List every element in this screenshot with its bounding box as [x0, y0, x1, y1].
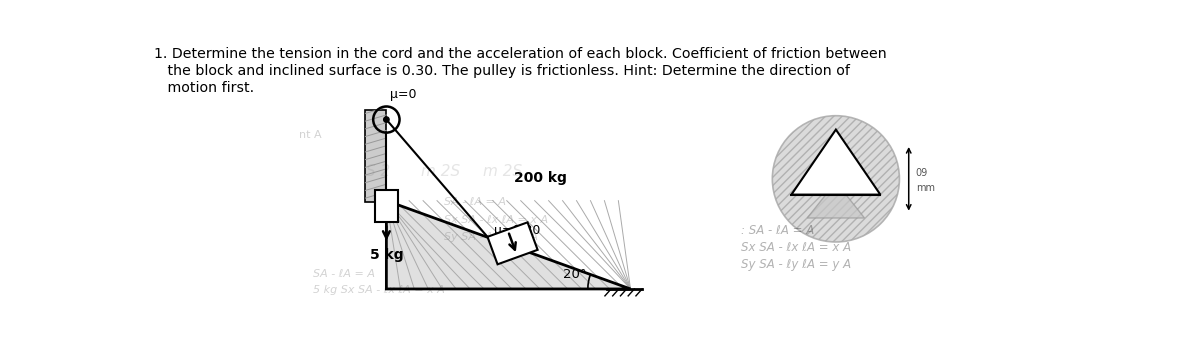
Text: nt A: nt A	[299, 130, 322, 140]
Text: Sx SA - ℓx ℓA = x A: Sx SA - ℓx ℓA = x A	[740, 241, 851, 254]
Text: 09: 09	[916, 168, 928, 178]
Bar	[374, 190, 398, 222]
Text: SA - ℓA = A: SA - ℓA = A	[313, 269, 374, 279]
Text: the block and inclined surface is 0.30. The pulley is frictionless. Hint: Determ: the block and inclined surface is 0.30. …	[154, 64, 850, 78]
Text: SA - ℓA = A: SA - ℓA = A	[444, 197, 506, 207]
Text: 20°: 20°	[563, 268, 587, 281]
Text: S 2: S 2	[366, 164, 391, 179]
Text: 5 kg: 5 kg	[370, 248, 403, 262]
Text: : SA - ℓA = A: : SA - ℓA = A	[740, 224, 814, 237]
Polygon shape	[791, 130, 881, 195]
Text: μ=0.30: μ=0.30	[494, 224, 541, 237]
Text: Sy SA - ℓy ℓA = y A: Sy SA - ℓy ℓA = y A	[740, 258, 851, 271]
Text: motion first.: motion first.	[154, 81, 254, 95]
Text: mm: mm	[916, 183, 935, 193]
Circle shape	[384, 117, 389, 122]
Text: μ=0: μ=0	[390, 88, 416, 101]
Circle shape	[773, 116, 900, 242]
Polygon shape	[487, 222, 538, 264]
Text: m 2S: m 2S	[484, 164, 522, 179]
Bar	[366, 109, 386, 202]
Text: 5 kg Sx SA - ℓx ℓA = x A: 5 kg Sx SA - ℓx ℓA = x A	[313, 286, 445, 296]
Text: 200 kg: 200 kg	[514, 171, 566, 185]
Polygon shape	[386, 201, 630, 289]
Polygon shape	[808, 182, 864, 218]
Text: Sy SA - ℓy ℓA = A: Sy SA - ℓy ℓA = A	[444, 232, 539, 242]
Text: Sx SA - ℓx ℓA = x A: Sx SA - ℓx ℓA = x A	[444, 215, 548, 225]
Text: 1. Determine the tension in the cord and the acceleration of each block. Coeffic: 1. Determine the tension in the cord and…	[154, 47, 887, 61]
Text: m 2S: m 2S	[421, 164, 460, 179]
